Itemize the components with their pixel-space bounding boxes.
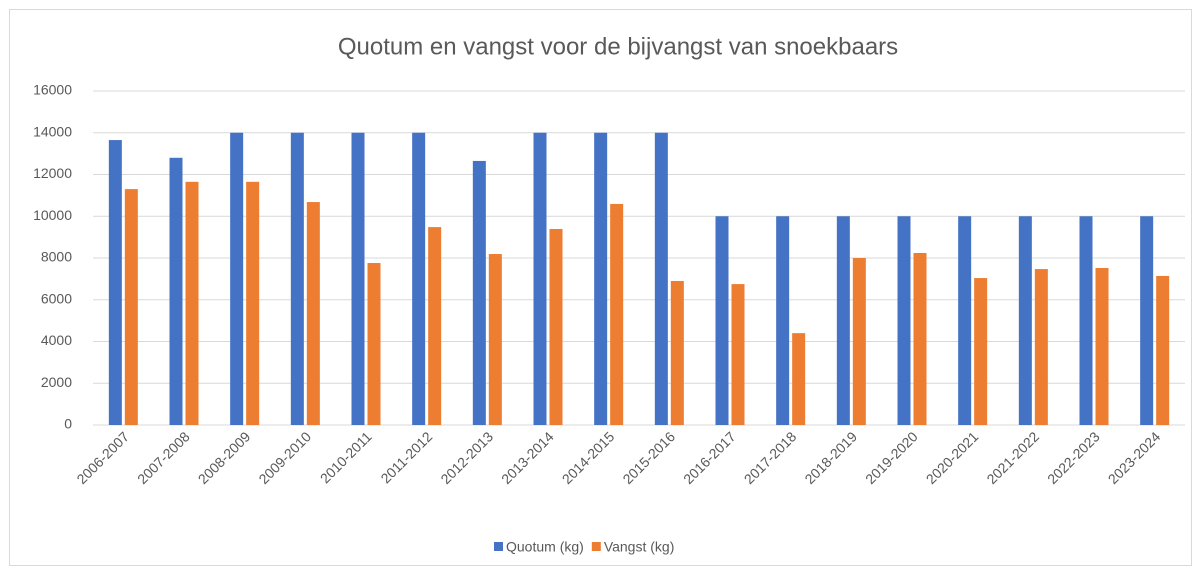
y-tick-label: 8000 (41, 249, 72, 265)
bar (974, 278, 988, 425)
legend-label: Quotum (kg) (506, 539, 584, 555)
bar (958, 216, 972, 425)
bar (124, 189, 138, 425)
legend-swatch (494, 542, 503, 551)
y-tick-label: 16000 (33, 82, 72, 98)
bar (306, 202, 320, 425)
bar (731, 284, 745, 425)
bar (1018, 216, 1032, 425)
bar (610, 203, 624, 425)
legend-swatch (591, 542, 601, 551)
y-tick-label: 6000 (41, 290, 72, 306)
bar (776, 216, 790, 425)
bar (1034, 269, 1048, 425)
bar (897, 216, 911, 425)
bar (594, 132, 608, 425)
bar (836, 216, 850, 425)
chart-title: Quotum en vangst voor de bijvangst van s… (338, 33, 898, 60)
bar (549, 228, 563, 425)
bar (1079, 216, 1093, 425)
legend-label: Vangst (kg) (604, 539, 675, 555)
bar (715, 216, 729, 425)
bar (230, 132, 244, 425)
bar (472, 160, 486, 425)
bar (412, 132, 426, 425)
bar (367, 263, 381, 425)
bar (1140, 216, 1154, 425)
bar (1095, 268, 1109, 425)
y-tick-label: 14000 (33, 123, 72, 139)
bar (169, 157, 183, 426)
bar (290, 132, 304, 425)
y-tick-label: 10000 (33, 207, 72, 223)
bar (488, 254, 502, 425)
bar (852, 258, 866, 425)
bar (670, 280, 684, 425)
bar (428, 227, 442, 425)
bar (1156, 275, 1170, 425)
bar (792, 333, 806, 425)
y-tick-label: 12000 (33, 165, 72, 181)
bar (185, 181, 199, 425)
bar (108, 140, 122, 425)
bar (654, 132, 668, 425)
y-tick-label: 2000 (41, 374, 72, 390)
bar (351, 132, 365, 425)
y-tick-label: 4000 (41, 332, 72, 348)
y-tick-label: 0 (64, 416, 72, 432)
bar (246, 181, 260, 425)
bar (913, 252, 927, 425)
bar (533, 132, 547, 425)
